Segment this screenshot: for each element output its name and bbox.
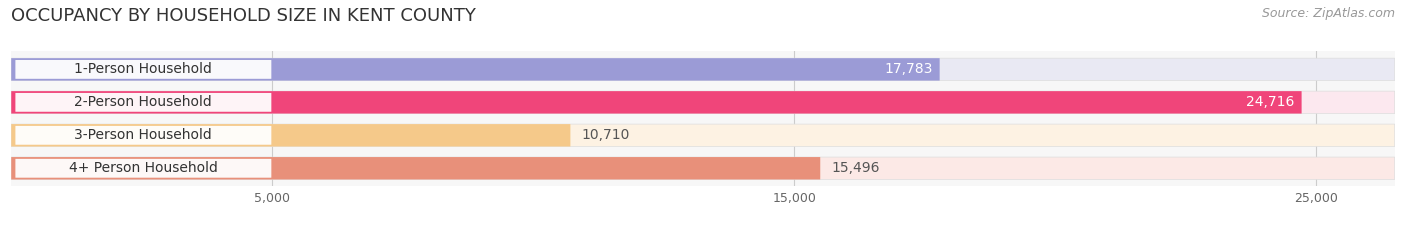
Text: Source: ZipAtlas.com: Source: ZipAtlas.com — [1261, 7, 1395, 20]
Text: 1-Person Household: 1-Person Household — [75, 62, 212, 76]
FancyBboxPatch shape — [15, 159, 271, 178]
Text: OCCUPANCY BY HOUSEHOLD SIZE IN KENT COUNTY: OCCUPANCY BY HOUSEHOLD SIZE IN KENT COUN… — [11, 7, 477, 25]
FancyBboxPatch shape — [11, 91, 1395, 113]
FancyBboxPatch shape — [15, 93, 271, 112]
Text: 3-Person Household: 3-Person Household — [75, 128, 212, 142]
Text: 2-Person Household: 2-Person Household — [75, 95, 212, 109]
FancyBboxPatch shape — [11, 124, 571, 147]
FancyBboxPatch shape — [15, 60, 271, 79]
FancyBboxPatch shape — [15, 126, 271, 145]
FancyBboxPatch shape — [11, 58, 1395, 81]
FancyBboxPatch shape — [11, 91, 1302, 113]
FancyBboxPatch shape — [11, 157, 1395, 179]
FancyBboxPatch shape — [11, 157, 820, 179]
Text: 24,716: 24,716 — [1246, 95, 1295, 109]
Text: 4+ Person Household: 4+ Person Household — [69, 161, 218, 175]
FancyBboxPatch shape — [11, 124, 1395, 147]
FancyBboxPatch shape — [11, 58, 939, 81]
Text: 17,783: 17,783 — [884, 62, 932, 76]
Text: 15,496: 15,496 — [831, 161, 880, 175]
Text: 10,710: 10,710 — [582, 128, 630, 142]
